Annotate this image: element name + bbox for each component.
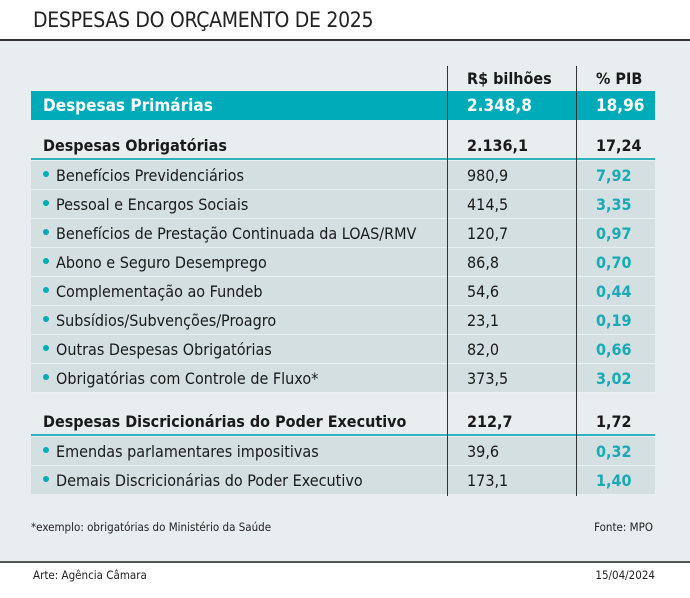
row-pib: 18,96 (596, 95, 645, 116)
row-label-text: Emendas parlamentares impositivas (56, 441, 319, 461)
row-pib: 7,92 (596, 165, 632, 185)
table-row: Pessoal e Encargos Sociais 414,5 3,35 (31, 190, 655, 219)
bullet-icon (43, 345, 49, 351)
row-label: Emendas parlamentares impositivas (31, 442, 447, 461)
divider (0, 39, 690, 41)
row-label: Obrigatórias com Controle de Fluxo* (31, 369, 447, 388)
row-pib: 1,72 (596, 411, 632, 431)
row-label: Complementação ao Fundeb (31, 282, 447, 301)
row-value: 173,1 (467, 470, 509, 490)
table-row: Obrigatórias com Controle de Fluxo* 373,5… (31, 364, 655, 393)
row-value: 414,5 (467, 194, 509, 214)
table-row: Complementação ao Fundeb 54,6 0,44 (31, 277, 655, 306)
page-title: DESPESAS DO ORÇAMENTO DE 2025 (33, 8, 374, 32)
row-value: 39,6 (467, 441, 500, 461)
group-row: Despesas Obrigatórias 2.136,1 17,24 (31, 132, 655, 160)
bullet-icon (43, 258, 49, 264)
header-pib: % PIB (596, 69, 643, 88)
table-row: Demais Discricionárias do Poder Executiv… (31, 466, 655, 495)
row-label-text: Outras Despesas Obrigatórias (56, 339, 272, 359)
row-label: Despesas Primárias (43, 95, 213, 116)
row-label: Benefícios de Prestação Continuada da LO… (31, 224, 447, 243)
bullet-icon (43, 476, 49, 482)
row-value: 23,1 (467, 310, 500, 330)
row-label: Demais Discricionárias do Poder Executiv… (31, 471, 447, 490)
source: Fonte: MPO (594, 520, 653, 534)
row-label-text: Complementação ao Fundeb (56, 281, 263, 301)
table-row: Subsídios/Subvenções/Proagro 23,1 0,19 (31, 306, 655, 335)
header-value: R$ bilhões (467, 69, 552, 88)
table-header: R$ bilhões % PIB (31, 66, 655, 91)
row-label: Despesas Obrigatórias (31, 136, 447, 155)
row-value: 120,7 (467, 223, 509, 243)
row-pib: 17,24 (596, 135, 642, 155)
table-row: Emendas parlamentares impositivas 39,6 0,3… (31, 437, 655, 466)
group-row: Despesas Discricionárias do Poder Execut… (31, 408, 655, 436)
bullet-icon (43, 374, 49, 380)
bullet-icon (43, 287, 49, 293)
row-label-text: Abono e Seguro Desemprego (56, 252, 267, 272)
row-value: 212,7 (467, 411, 513, 431)
column-divider (447, 66, 448, 496)
row-pib: 0,97 (596, 223, 632, 243)
table-row: Benefícios Previdenciários 980,9 7,92 (31, 161, 655, 190)
row-label-text: Demais Discricionárias do Poder Executiv… (56, 470, 363, 490)
bullet-icon (43, 229, 49, 235)
table-row: Benefícios de Prestação Continuada da LO… (31, 219, 655, 248)
row-value: 373,5 (467, 368, 509, 388)
table-row: Abono e Seguro Desemprego 86,8 0,70 (31, 248, 655, 277)
column-divider (576, 66, 577, 496)
row-label-text: Subsídios/Subvenções/Proagro (56, 310, 277, 330)
row-label-text: Obrigatórias com Controle de Fluxo* (56, 368, 319, 388)
row-value: 980,9 (467, 165, 509, 185)
row-pib: 3,02 (596, 368, 632, 388)
row-pib: 0,66 (596, 339, 632, 359)
row-label-text: Benefícios Previdenciários (56, 165, 244, 185)
row-label: Outras Despesas Obrigatórias (31, 340, 447, 359)
row-label: Benefícios Previdenciários (31, 166, 447, 185)
date: 15/04/2024 (595, 568, 655, 582)
bullet-icon (43, 316, 49, 322)
row-label: Subsídios/Subvenções/Proagro (31, 311, 447, 330)
row-value: 54,6 (467, 281, 500, 301)
primary-row: Despesas Primárias 2.348,8 18,96 (31, 91, 655, 120)
bullet-icon (43, 200, 49, 206)
bullet-icon (43, 171, 49, 177)
footnote: *exemplo: obrigatórias do Ministério da … (31, 520, 272, 534)
row-value: 82,0 (467, 339, 500, 359)
row-label-text: Despesas Obrigatórias (43, 135, 227, 155)
row-label-text: Pessoal e Encargos Sociais (56, 194, 249, 214)
row-pib: 3,35 (596, 194, 632, 214)
row-pib: 0,44 (596, 281, 632, 301)
row-label-text: Despesas Discricionárias do Poder Execut… (43, 411, 407, 431)
row-pib: 0,32 (596, 441, 632, 461)
bullet-icon (43, 447, 49, 453)
table-row: Outras Despesas Obrigatórias 82,0 0,66 (31, 335, 655, 364)
row-value: 2.348,8 (467, 95, 532, 116)
row-label: Pessoal e Encargos Sociais (31, 195, 447, 214)
row-pib: 0,19 (596, 310, 632, 330)
row-label: Abono e Seguro Desemprego (31, 253, 447, 272)
row-label: Despesas Discricionárias do Poder Execut… (31, 412, 447, 431)
row-value: 2.136,1 (467, 135, 529, 155)
row-pib: 0,70 (596, 252, 632, 272)
row-pib: 1,40 (596, 470, 632, 490)
credit: Arte: Agência Câmara (33, 568, 147, 582)
row-label-text: Benefícios de Prestação Continuada da LO… (56, 223, 417, 243)
row-value: 86,8 (467, 252, 500, 272)
divider (0, 561, 690, 563)
